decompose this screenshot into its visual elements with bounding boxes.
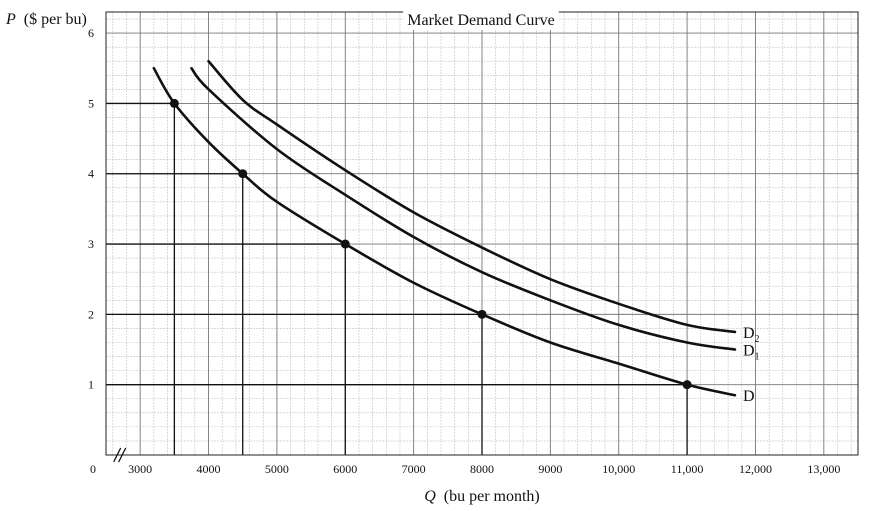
y-tick-label: 6 [88, 26, 94, 40]
equilibrium-points [169, 98, 692, 390]
x-axis-ticks: 3000 4000 5000 6000 7000 8000 9000 10,000 11,000… [128, 462, 840, 476]
y-tick-label: 5 [88, 96, 94, 110]
x-tick-label: 7000 [402, 462, 426, 476]
chart-title: Market Demand Curve [407, 12, 555, 29]
x-origin-label: 0 [90, 462, 96, 476]
axis-break-mark [113, 447, 122, 463]
equilibrium-point [238, 169, 248, 179]
x-tick-label: 3000 [128, 462, 152, 476]
x-tick-label: 13,000 [807, 462, 840, 476]
x-tick-label: 9000 [538, 462, 562, 476]
drop-lines [106, 102, 688, 455]
x-tick-label: 8000 [470, 462, 494, 476]
y-axis-title: P ($ per bu) [5, 11, 87, 28]
x-tick-label: 10,000 [602, 462, 635, 476]
equilibrium-point [340, 239, 350, 249]
series-label-d: D [743, 388, 755, 405]
series-label-d2: D2 [743, 325, 760, 345]
x-tick-label: 6000 [333, 462, 357, 476]
curve-d2 [207, 59, 737, 334]
y-tick-label: 1 [88, 378, 94, 392]
equilibrium-point [169, 98, 179, 108]
equilibrium-point [477, 309, 487, 319]
x-tick-label: 5000 [265, 462, 289, 476]
series-label-d1: D1 [743, 343, 760, 363]
x-axis-title: Q (bu per month) [424, 488, 540, 505]
curve-d1 [190, 66, 737, 351]
demand-curves [152, 59, 737, 397]
title-background [403, 11, 559, 30]
axis-break-mark [118, 447, 127, 463]
y-axis-ticks: 1 2 3 4 5 6 [88, 26, 94, 392]
y-tick-label: 4 [88, 167, 94, 181]
y-axis-unit: ($ per bu) [24, 11, 87, 28]
y-tick-label: 3 [88, 237, 94, 251]
x-tick-label: 11,000 [671, 462, 704, 476]
y-tick-label: 2 [88, 307, 94, 321]
x-tick-label: 12,000 [739, 462, 772, 476]
x-tick-label: 4000 [197, 462, 221, 476]
curve-d [152, 66, 737, 397]
equilibrium-point [682, 380, 692, 390]
x-axis-symbol: Q [424, 488, 436, 505]
major-gridlines [106, 12, 858, 455]
x-axis-unit: (bu per month) [444, 488, 540, 505]
y-axis-symbol: P [5, 11, 16, 28]
